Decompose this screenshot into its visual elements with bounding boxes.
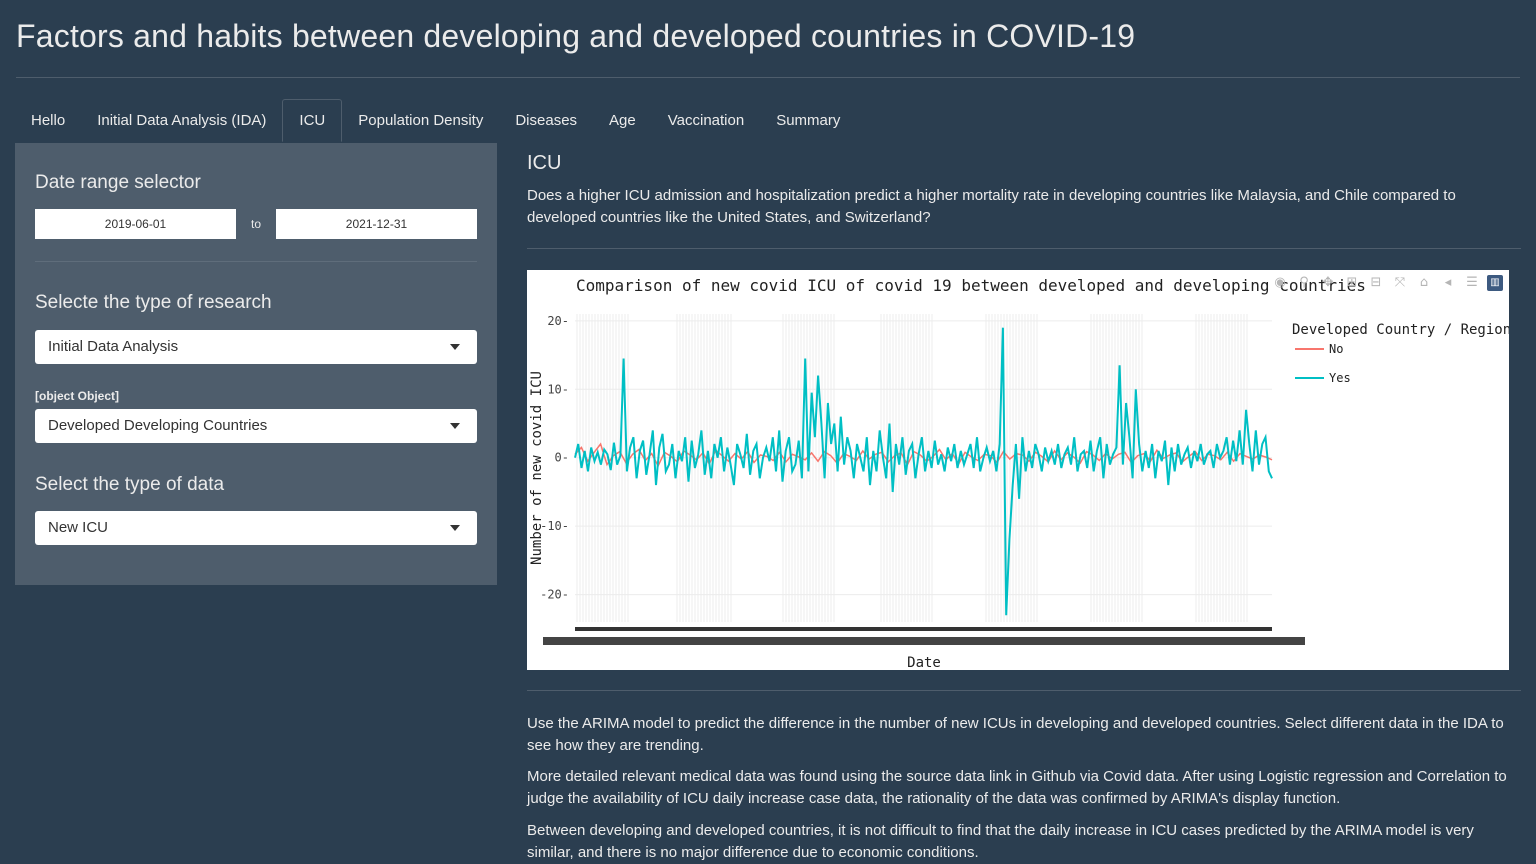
zoom-icon[interactable]: ⚲ [1299, 275, 1309, 290]
sidebar-divider [35, 261, 477, 262]
camera-icon[interactable]: ◉ [1274, 275, 1286, 290]
data-type-value: New ICU [48, 519, 109, 536]
sidebar-panel: Date range selector 2019-06-01 to 2021-1… [15, 143, 497, 585]
y-tick-label: -10- [540, 519, 569, 533]
app-title: Factors and habits between developing an… [16, 18, 1136, 54]
section-heading: ICU [527, 152, 562, 174]
y-tick-label: 10- [547, 382, 569, 396]
autoscale-icon[interactable]: ⤧ [1394, 275, 1406, 290]
tab-hello[interactable]: Hello [31, 112, 66, 129]
date-to-label: to [250, 217, 261, 231]
data-type-select[interactable]: New ICU [35, 511, 477, 545]
x-axis-label: Date [907, 655, 941, 670]
object-label: [object Object] [35, 389, 120, 403]
plot-modebar: ◉ ⚲ ✥ ⊞ ⊟ ⤧ ⌂ ◂ ☰ ▥ [1271, 275, 1503, 291]
tab-bar: Hello Initial Data Analysis (IDA) ICU Po… [15, 99, 856, 143]
tab-icu[interactable]: ICU [282, 99, 343, 142]
legend-title: Developed Country / Region [1292, 322, 1509, 338]
x-tick-marks [575, 627, 1272, 631]
spike-lines-icon[interactable]: ◂ [1444, 275, 1452, 290]
data-source-paragraph: More detailed relevant medical data was … [527, 768, 1507, 807]
date-end-input[interactable]: 2021-12-31 [276, 209, 477, 239]
series-line-yes [574, 327, 1273, 616]
research-type-label: Selecte the type of research [35, 292, 272, 313]
zoom-in-icon[interactable]: ⊞ [1346, 275, 1358, 290]
pan-icon[interactable]: ✥ [1322, 275, 1334, 290]
chart-title: Comparison of new covid ICU of covid 19 … [576, 276, 1366, 295]
content-divider [527, 690, 1521, 691]
y-tick-label: 20- [547, 314, 569, 328]
data-type-label: Select the type of data [35, 474, 225, 495]
date-range-label: Date range selector [35, 172, 201, 193]
date-start-input[interactable]: 2019-06-01 [35, 209, 236, 239]
icu-line-chart[interactable]: -20- -10- 0- 10- 20- Comparison of new covid … [527, 270, 1509, 670]
legend-label: Yes [1329, 371, 1351, 385]
tab-population-density[interactable]: Population Density [358, 112, 484, 129]
tab-diseases[interactable]: Diseases [515, 112, 578, 129]
y-tick-label: 0- [555, 451, 569, 465]
reset-axes-icon[interactable]: ⌂ [1419, 275, 1429, 290]
chevron-down-icon [450, 423, 460, 429]
compare-hover-icon[interactable]: ☰ [1466, 275, 1478, 290]
chevron-down-icon [450, 525, 460, 531]
research-type-select[interactable]: Initial Data Analysis [35, 330, 477, 364]
research-question: Does a higher ICU admission and hospital… [527, 187, 1456, 226]
legend-label: No [1329, 342, 1343, 356]
zoom-out-icon[interactable]: ⊟ [1370, 275, 1382, 290]
tab-age[interactable]: Age [609, 112, 636, 129]
arima-paragraph: Use the ARIMA model to predict the diffe… [527, 715, 1504, 754]
y-axis-label: Number of new covid ICU [529, 371, 545, 565]
y-tick-label: -20- [540, 588, 569, 602]
content-divider [527, 248, 1521, 249]
conclusion-paragraph: Between developing and developed countri… [527, 822, 1474, 861]
x-tick-labels [543, 637, 1305, 645]
plotly-logo-icon[interactable]: ▥ [1487, 275, 1503, 291]
chart-svg: -20- -10- 0- 10- 20- Comparison of new covid … [529, 276, 1509, 670]
tab-vaccination[interactable]: Vaccination [667, 112, 745, 129]
country-group-value: Developed Developing Countries [48, 417, 268, 434]
research-type-value: Initial Data Analysis [48, 338, 179, 355]
tab-initial-data-analysis[interactable]: Initial Data Analysis (IDA) [97, 112, 267, 129]
tab-summary[interactable]: Summary [776, 112, 841, 129]
country-group-select[interactable]: Developed Developing Countries [35, 409, 477, 443]
title-divider [16, 77, 1520, 78]
chevron-down-icon [450, 344, 460, 350]
